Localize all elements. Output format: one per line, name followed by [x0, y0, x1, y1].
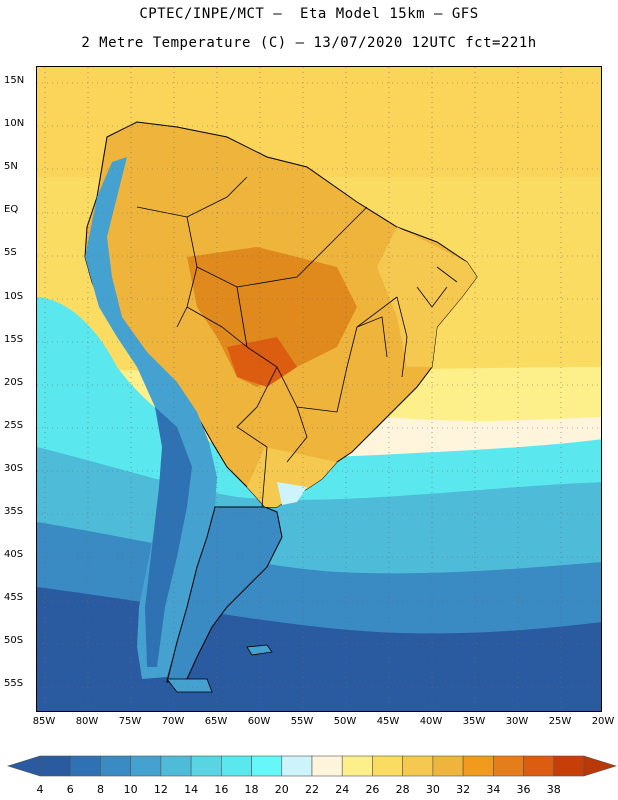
lon-label: 30W [505, 716, 529, 727]
colorbar-label: 4 [36, 783, 44, 796]
colorbar-label: 26 [365, 783, 380, 796]
lat-label: EQ [4, 204, 19, 216]
lat-label: 10N [4, 118, 25, 130]
colorbar-label: 34 [486, 783, 501, 796]
lon-label: 70W [161, 716, 185, 727]
lon-label: 25W [548, 716, 572, 727]
lon-label: 60W [247, 716, 271, 727]
lon-label: 45W [376, 716, 400, 727]
colorbar-label: 28 [395, 783, 410, 796]
land-andes [85, 157, 217, 679]
colorbar-swatch [341, 755, 373, 777]
colorbar-label: 10 [123, 783, 138, 796]
colorbar-swatch [69, 755, 101, 777]
temperature-map [36, 66, 602, 712]
lat-label: 5N [4, 161, 18, 173]
colorbar-label: 22 [305, 783, 319, 796]
lon-label: 40W [419, 716, 443, 727]
colorbar-swatch [190, 755, 222, 777]
lat-label: 45S [4, 592, 24, 604]
lat-label: 25S [4, 419, 24, 431]
lon-label: 20W [591, 716, 615, 727]
colorbar-swatch [311, 755, 343, 777]
colorbar-label: 14 [184, 783, 199, 796]
lat-label: 15N [4, 75, 25, 86]
map-subtitle: 2 Metre Temperature (C) – 13/07/2020 12U… [81, 35, 537, 51]
lat-label: 55S [4, 678, 24, 690]
land-south-brazil [247, 447, 337, 507]
colorbar-swatch [493, 755, 524, 777]
lat-label: 5S [4, 247, 17, 259]
lat-label: 50S [4, 635, 24, 647]
colorbar-label: 24 [335, 783, 350, 796]
colorbar-label: 8 [96, 783, 104, 796]
lon-label: 75W [118, 716, 142, 727]
colorbar-label: 20 [274, 783, 289, 796]
colorbar-over-arrow [583, 755, 618, 777]
colorbar-label: 30 [425, 783, 440, 796]
land-andes-cold [145, 407, 192, 667]
land-uruguay [277, 482, 307, 505]
colorbar-label: 16 [214, 783, 229, 796]
land-northeast [377, 227, 477, 367]
colorbar-label: 18 [244, 783, 259, 796]
falkland-islands [246, 644, 273, 656]
colorbar-swatch [160, 755, 192, 777]
colorbar-label: 12 [153, 783, 168, 796]
colorbar-swatch [402, 755, 434, 777]
map-canvas [37, 67, 601, 711]
colorbar-swatch [100, 755, 131, 777]
lon-label: 65W [204, 716, 228, 727]
lon-label: 80W [75, 716, 99, 727]
colorbar-swatch [251, 755, 283, 777]
colorbar-swatch [372, 755, 403, 777]
lat-label: 35S [4, 506, 24, 517]
colorbar-label: 36 [516, 783, 531, 796]
lat-label: 15S [4, 333, 24, 345]
lat-label: 20S [4, 376, 24, 388]
lat-label: 10S [4, 290, 24, 302]
colorbar-swatch [553, 755, 585, 777]
map-title: CPTEC/INPE/MCT – Eta Model 15km – GFS [139, 6, 479, 22]
colorbar-swatch [130, 755, 162, 777]
colorbar-swatch [523, 755, 555, 777]
country-borders [136, 176, 458, 508]
lon-label: 50W [333, 716, 357, 727]
land-hottest [227, 337, 297, 387]
colorbar [6, 755, 618, 777]
lat-label: 40S [4, 549, 24, 561]
colorbar-label: 6 [66, 783, 74, 796]
lon-label: 85W [32, 716, 56, 727]
lat-label: 30S [4, 462, 24, 474]
colorbar-swatch [39, 755, 71, 777]
colorbar-swatch [221, 755, 252, 777]
lon-label: 55W [290, 716, 314, 727]
colorbar-swatch [432, 755, 464, 777]
colorbar-under-arrow [6, 755, 41, 777]
colorbar-swatch [462, 755, 494, 777]
land-patagonia [166, 506, 283, 683]
tierra-del-fuego [166, 678, 213, 693]
colorbar-swatch [281, 755, 313, 777]
colorbar-label: 38 [546, 783, 561, 796]
colorbar-label: 32 [456, 783, 471, 796]
lon-label: 35W [462, 716, 486, 727]
